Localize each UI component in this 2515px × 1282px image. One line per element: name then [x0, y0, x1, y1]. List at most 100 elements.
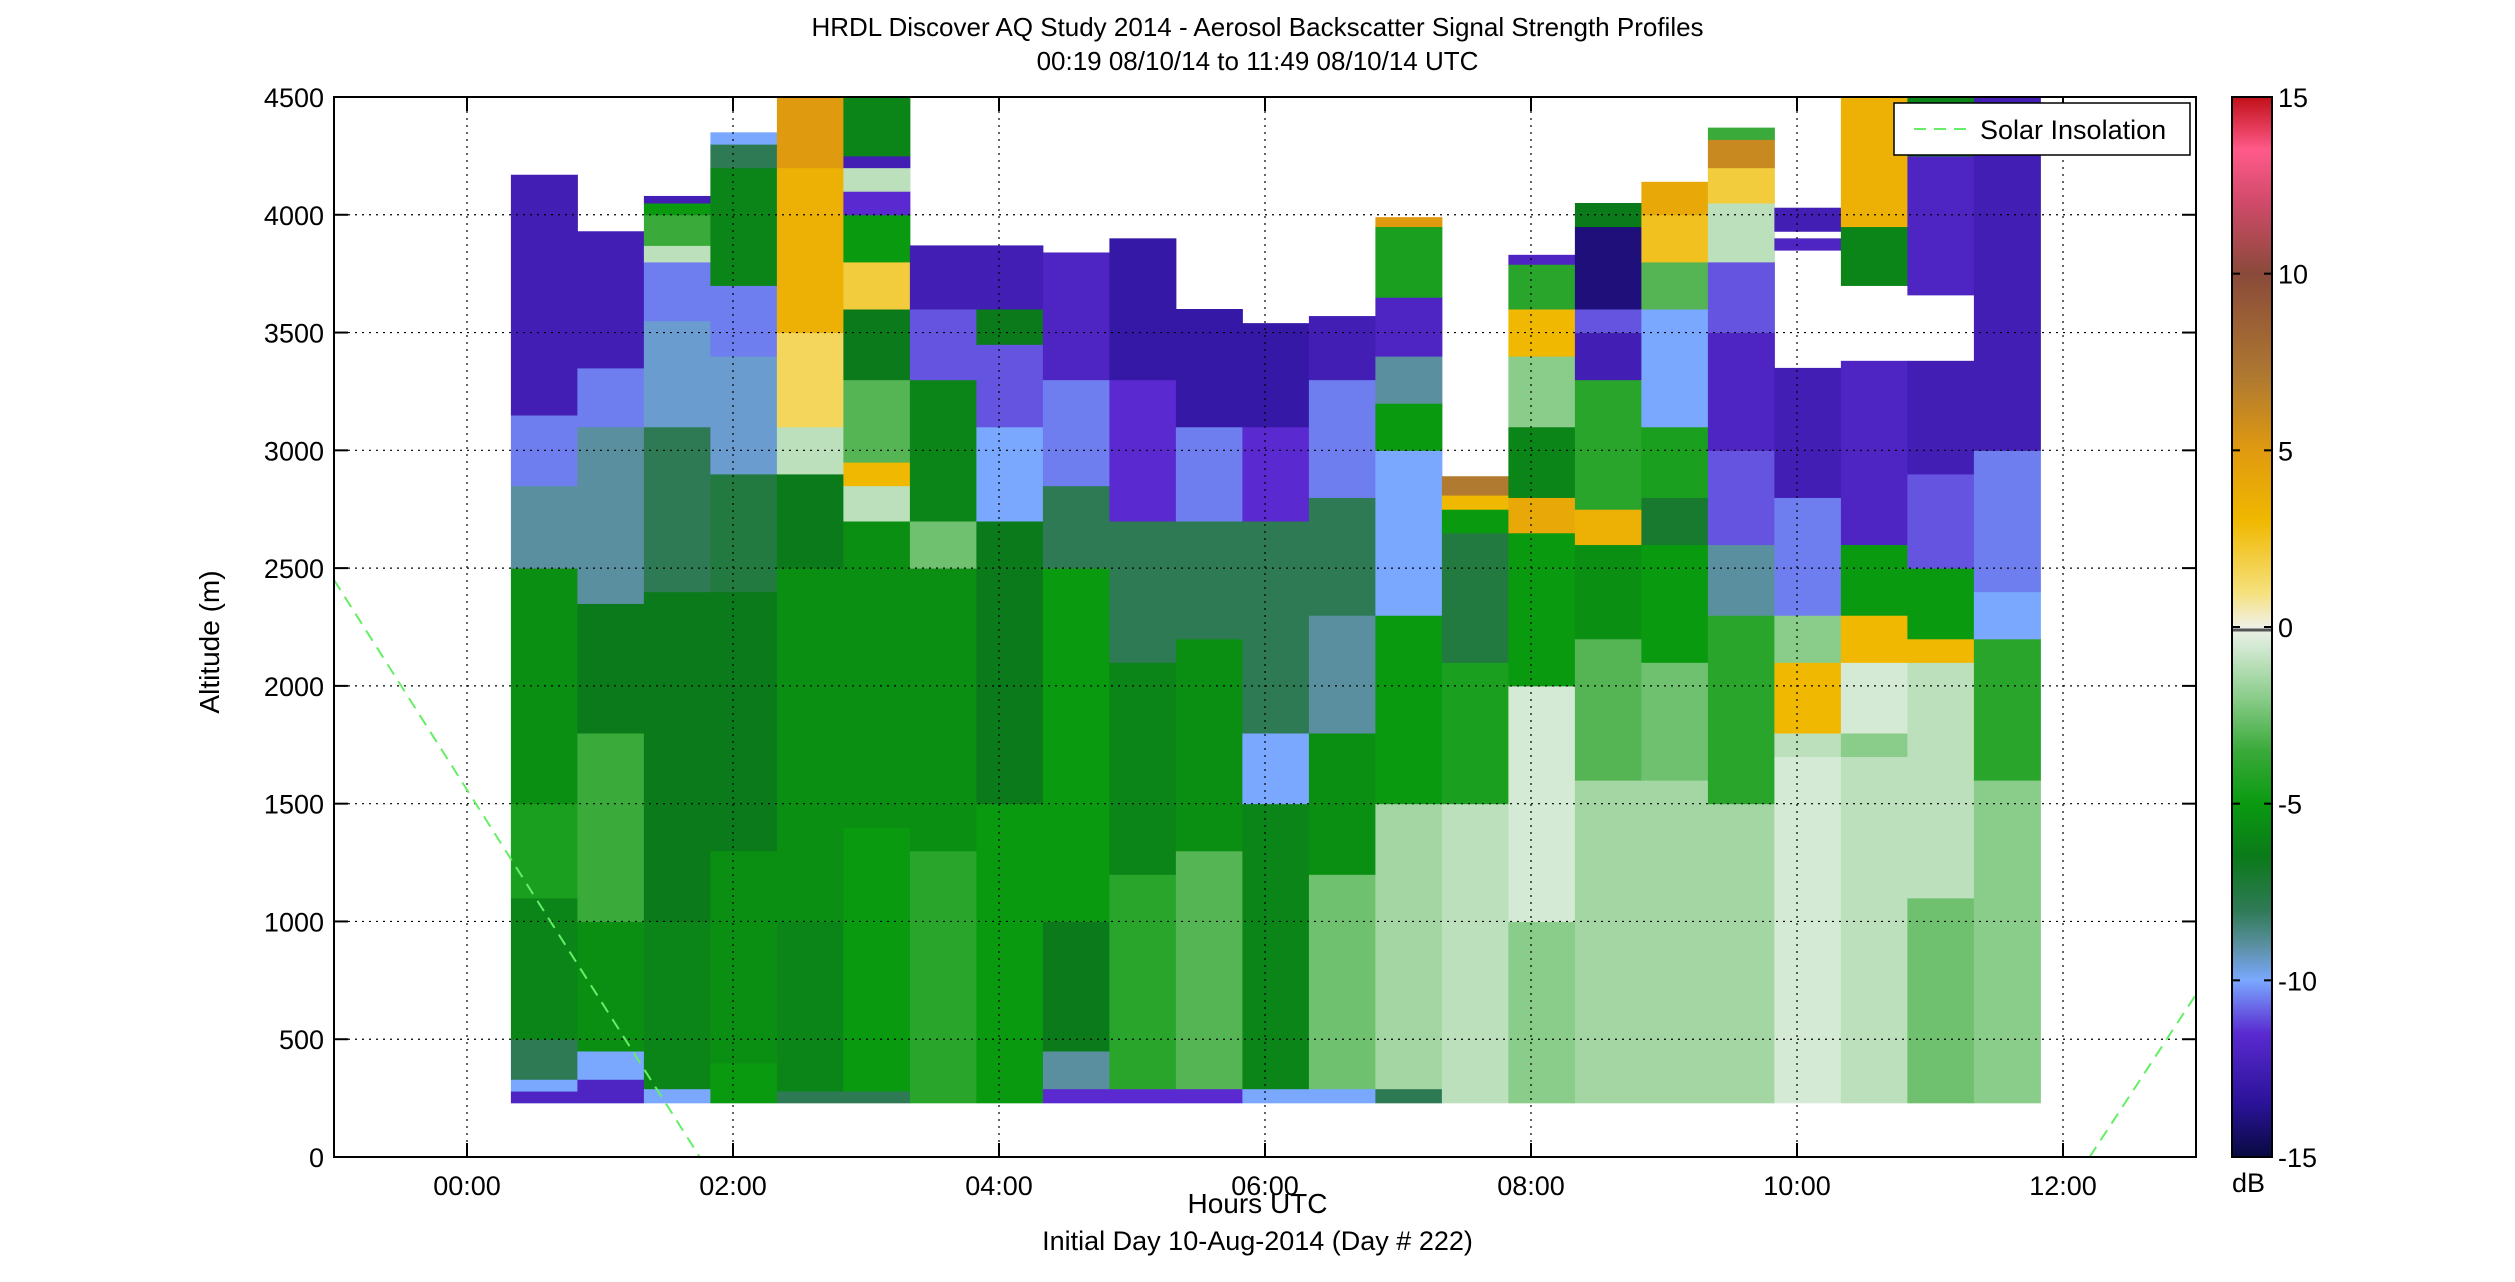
heatmap-cell: [1375, 803, 1443, 1090]
profile-column: [1774, 207, 1842, 1104]
profile-column: [1973, 97, 2041, 1104]
heatmap-cell: [1774, 207, 1842, 232]
heatmap-cell: [1907, 473, 1975, 569]
x-tick-label: 12:00: [2029, 1171, 2097, 1201]
y-tick-label: 500: [279, 1025, 324, 1055]
heatmap-cell: [643, 921, 711, 1090]
heatmap-cell: [1774, 615, 1842, 663]
heatmap-cell: [1508, 532, 1576, 687]
heatmap-cell: [843, 309, 911, 381]
profile-column: [1574, 203, 1642, 1104]
heatmap-cell: [1774, 662, 1842, 734]
heatmap-cell: [1508, 356, 1576, 428]
heatmap-cell: [1907, 360, 1975, 475]
heatmap-cell: [1707, 203, 1775, 263]
heatmap-cell: [1774, 733, 1842, 758]
heatmap-cell: [776, 921, 844, 1092]
heatmap-cell: [1707, 450, 1775, 546]
heatmap-cell: [1242, 426, 1310, 522]
heatmap-cell: [1973, 780, 2041, 1104]
heatmap-cell: [1840, 226, 1908, 286]
heatmap-cell: [1574, 509, 1642, 546]
heatmap-cell: [1707, 167, 1775, 204]
heatmap-cell: [1707, 615, 1775, 805]
y-tick-label: 3000: [264, 436, 324, 466]
heatmap-cell: [1774, 497, 1842, 616]
heatmap-cell: [510, 1091, 578, 1104]
heatmap-cell: [643, 1088, 711, 1104]
profile-column: [1840, 97, 1908, 1104]
colorbar-tick-label: -15: [2278, 1143, 2317, 1173]
y-tick-label: 4500: [264, 83, 324, 113]
heatmap-cell: [843, 155, 911, 169]
heatmap-cell: [1973, 591, 2041, 640]
profile-column: [643, 195, 711, 1104]
heatmap-cell: [1441, 803, 1509, 1104]
heatmap-cell: [510, 1079, 578, 1092]
heatmap-cell: [1973, 97, 2041, 451]
heatmap-cell: [643, 214, 711, 246]
heatmap-cell: [1109, 1088, 1177, 1104]
heatmap-cell: [1308, 316, 1376, 381]
solar-insolation-line: [334, 579, 701, 1157]
heatmap-cell: [1641, 544, 1709, 663]
profile-column: [577, 231, 645, 1104]
legend-label: Solar Insolation: [1980, 115, 2166, 145]
heatmap-cell: [710, 132, 778, 145]
y-tick-label: 2000: [264, 672, 324, 702]
heatmap-cell: [976, 309, 1044, 345]
heatmap-cell: [909, 850, 977, 1104]
heatmap-cell: [1242, 323, 1310, 428]
heatmap-cell: [1441, 509, 1509, 534]
chart-footnote: Initial Day 10-Aug-2014 (Day # 222): [1042, 1226, 1473, 1256]
profile-column: [1109, 238, 1177, 1104]
heatmap-cell: [1641, 261, 1709, 310]
y-tick-label: 1500: [264, 790, 324, 820]
heatmap-cell: [1375, 356, 1443, 404]
heatmap-cell: [843, 191, 911, 216]
heatmap-cell: [1042, 485, 1110, 569]
heatmap-cell: [843, 97, 911, 157]
heatmap-cell: [1375, 450, 1443, 616]
heatmap-cell: [1707, 139, 1775, 169]
x-tick-label: 02:00: [699, 1171, 767, 1201]
heatmap-cell: [909, 309, 977, 381]
heatmap-cell: [1242, 1088, 1310, 1104]
colorbar-tick-label: 5: [2278, 436, 2293, 466]
heatmap-cell: [577, 426, 645, 604]
heatmap-cell: [1175, 850, 1243, 1090]
heatmap-cell: [1109, 521, 1177, 663]
heatmap-cell: [1175, 1088, 1243, 1104]
y-tick-label: 0: [309, 1143, 324, 1173]
heatmap-cell: [1042, 921, 1110, 1052]
heatmap-cell: [843, 521, 911, 828]
heatmap-cell: [1109, 874, 1177, 1090]
x-tick-label: 08:00: [1497, 1171, 1565, 1201]
profile-column: [1508, 254, 1576, 1104]
heatmap-cell: [577, 733, 645, 922]
heatmap-cell: [1508, 254, 1576, 265]
heatmap-cell: [976, 245, 1044, 310]
x-axis-label: Hours UTC: [1187, 1188, 1328, 1219]
heatmap-cell: [1375, 615, 1443, 805]
x-tick-label: 06:00: [1231, 1171, 1299, 1201]
profile-column: [710, 132, 778, 1104]
solar-insolation-line: [2088, 993, 2196, 1157]
heatmap-cell: [776, 97, 844, 169]
heatmap-cell: [1042, 252, 1110, 381]
heatmap-cell: [1375, 1088, 1443, 1104]
heatmap-cell: [1574, 780, 1642, 1104]
profile-column: [909, 245, 977, 1104]
heatmap-cell: [976, 521, 1044, 805]
profile-column: [1242, 323, 1310, 1104]
profile-column: [1641, 181, 1709, 1104]
heatmap-cell: [1441, 532, 1509, 663]
heatmap-cell: [710, 1062, 778, 1104]
heatmap-cell: [1175, 638, 1243, 852]
heatmap-cell: [1641, 309, 1709, 428]
heatmap-cell: [1308, 615, 1376, 734]
heatmap-cell: [577, 921, 645, 1052]
y-tick-label: 4000: [264, 201, 324, 231]
heatmap-cell: [643, 195, 711, 204]
